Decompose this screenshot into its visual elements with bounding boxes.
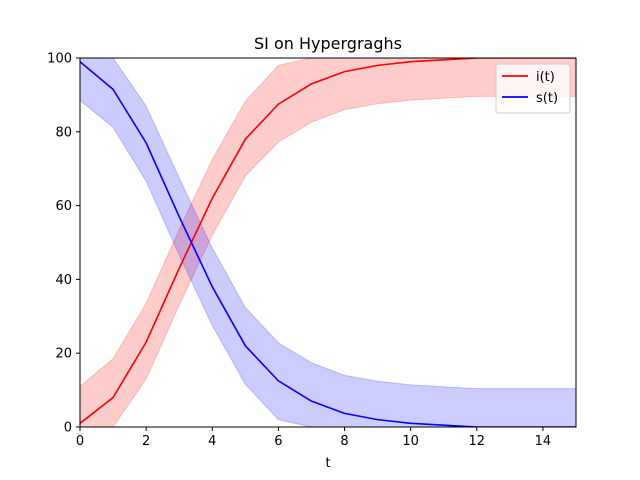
y-tick-label: 0 [64,421,72,436]
legend-label-it: i(t) [536,70,555,85]
series-lines [80,58,576,427]
y-axis: 0 20 40 60 80 100 [47,52,80,436]
y-tick-label: 60 [55,199,72,214]
x-tick-label: 0 [76,434,84,449]
legend: i(t) s(t) [495,63,571,114]
chart-title: SI on Hypergraghs [254,34,402,53]
series-line-it [80,58,576,424]
x-tick-label: 4 [208,434,216,449]
plot-frame [79,57,577,428]
x-axis-label: t [325,456,330,471]
x-tick-label: 6 [274,434,282,449]
y-tick-label: 100 [47,52,72,67]
legend-box [495,63,571,114]
x-tick-label: 14 [535,434,552,449]
x-tick-label: 2 [142,434,150,449]
y-tick-label: 40 [55,273,72,288]
x-tick-label: 10 [402,434,419,449]
y-tick-label: 80 [55,125,72,140]
series-line-st [80,61,576,427]
legend-label-st: s(t) [536,91,558,106]
y-tick-label: 20 [55,347,72,362]
band-st [80,58,576,427]
x-axis: 0 2 4 6 8 10 12 14 [76,427,551,449]
x-tick-label: 8 [340,434,348,449]
x-tick-label: 12 [469,434,486,449]
